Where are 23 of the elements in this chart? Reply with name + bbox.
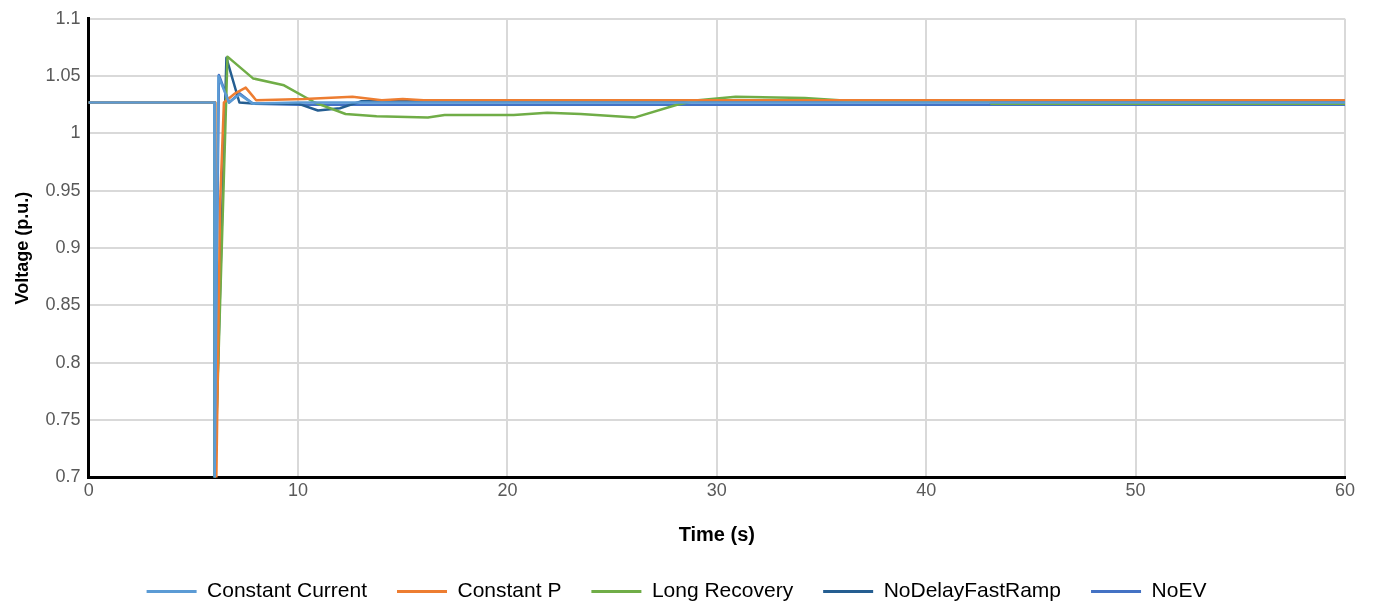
y-tick-label: 0.8 xyxy=(55,351,81,372)
y-axis-title: Voltage (p.u.) xyxy=(11,191,32,305)
x-tick-label: 50 xyxy=(1125,480,1146,501)
y-tick-label: 0.7 xyxy=(55,466,81,487)
x-tick-label: 60 xyxy=(1334,480,1356,501)
y-tick-label: 0.75 xyxy=(45,409,81,430)
y-tick-label: 1.05 xyxy=(45,65,81,86)
legend-label: Constant Current xyxy=(207,578,368,602)
y-tick-label: 1.1 xyxy=(55,7,81,28)
legend-label: Long Recovery xyxy=(651,578,794,602)
x-tick-label: 30 xyxy=(706,480,727,501)
legend-label: NoDelayFastRamp xyxy=(883,578,1062,602)
y-tick-label: 0.95 xyxy=(45,179,81,200)
legend-label: NoEV xyxy=(1151,578,1207,602)
x-tick-label: 40 xyxy=(916,480,937,501)
legend-label: Constant P xyxy=(457,578,562,602)
x-tick-label: 20 xyxy=(497,480,518,501)
y-tick-label: 0.85 xyxy=(45,294,81,315)
x-tick-label: 10 xyxy=(288,480,309,501)
y-tick-label: 0.9 xyxy=(55,237,81,258)
x-tick-label: 0 xyxy=(83,480,94,501)
y-tick-label: 1 xyxy=(70,122,81,143)
x-axis-title: Time (s) xyxy=(678,522,755,545)
